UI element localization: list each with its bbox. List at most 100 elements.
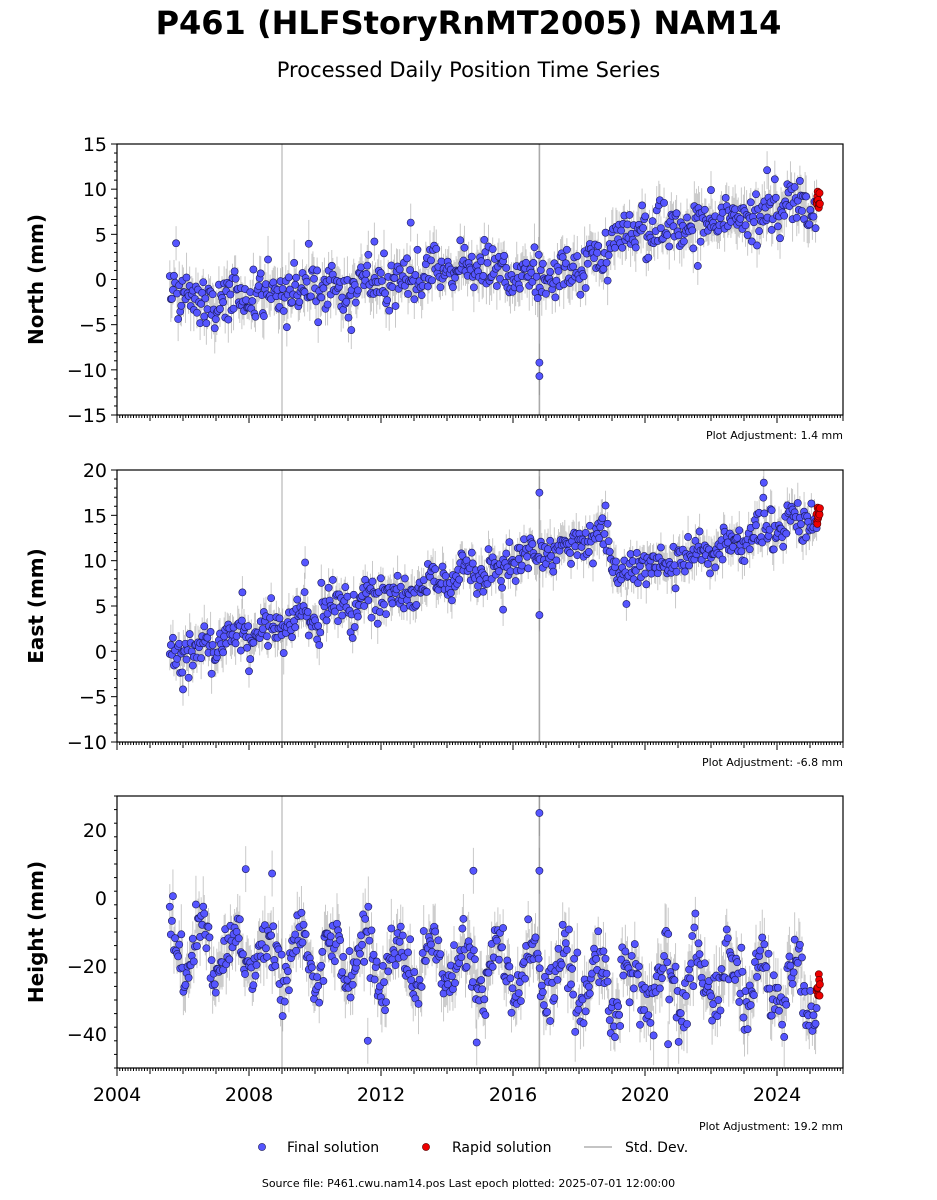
panel-height: −40 −20 0 20 2004 2008 2012 2016 2020 2024 Height … — [24, 795, 844, 1133]
final-point — [562, 245, 571, 254]
final-point — [450, 941, 458, 950]
final-point — [417, 291, 426, 300]
final-point — [360, 602, 369, 610]
final-point — [689, 244, 698, 253]
final-point — [750, 218, 758, 227]
final-point — [581, 1007, 590, 1016]
final-point — [208, 290, 217, 299]
final-point — [498, 943, 506, 952]
final-point — [707, 992, 715, 1001]
final-point — [177, 930, 186, 939]
final-point — [333, 919, 341, 928]
final-point — [275, 614, 284, 623]
final-point — [752, 521, 760, 530]
final-point — [479, 272, 488, 280]
final-point — [277, 950, 286, 959]
final-point — [173, 654, 182, 663]
final-point — [382, 998, 390, 1006]
final-point — [566, 549, 574, 557]
final-point — [529, 259, 538, 267]
final-point — [280, 997, 289, 1006]
east-y-tick-label: 20 — [83, 460, 107, 482]
north-plot-area — [165, 144, 824, 415]
final-point — [172, 239, 180, 248]
final-point — [318, 947, 327, 956]
final-point — [412, 600, 421, 609]
final-point — [345, 947, 354, 955]
final-point — [324, 583, 333, 592]
final-point — [364, 596, 373, 605]
final-point — [579, 1019, 588, 1028]
final-point — [683, 1020, 691, 1028]
final-point — [583, 259, 592, 268]
final-point — [448, 596, 456, 605]
final-point — [594, 927, 603, 936]
final-point — [423, 282, 432, 291]
final-point — [189, 957, 198, 966]
final-point — [249, 265, 258, 274]
final-point — [690, 923, 699, 932]
final-point — [792, 213, 801, 222]
final-point — [790, 183, 799, 191]
final-point — [532, 272, 541, 281]
final-point — [747, 237, 756, 246]
final-point — [502, 264, 511, 272]
final-point — [376, 269, 385, 277]
east-plot-adjustment: Plot Adjustment: -6.8 mm — [702, 756, 843, 769]
final-point — [812, 1004, 821, 1012]
final-point — [231, 639, 240, 648]
final-point — [554, 944, 563, 953]
final-point — [170, 271, 178, 280]
final-point — [370, 237, 379, 246]
final-point — [567, 980, 575, 989]
final-point — [672, 567, 681, 576]
north-y-axis-label: North (mm) — [24, 214, 48, 345]
final-point — [746, 1001, 755, 1009]
final-point — [298, 938, 307, 947]
final-point — [418, 949, 427, 957]
final-point — [723, 934, 732, 943]
east-plot-area — [165, 470, 824, 742]
final-point — [733, 958, 742, 967]
final-point — [348, 980, 357, 989]
final-point — [658, 974, 666, 983]
final-point — [778, 1020, 787, 1029]
final-point — [797, 520, 805, 529]
final-point — [455, 575, 464, 584]
final-point — [314, 621, 323, 630]
height-plot-area — [165, 796, 824, 1068]
final-point — [363, 1036, 372, 1045]
final-point — [601, 501, 610, 510]
final-point — [201, 294, 210, 303]
final-point — [595, 534, 604, 542]
final-point — [285, 273, 293, 282]
height-y-tick-label: −20 — [67, 956, 107, 978]
final-point — [288, 298, 296, 307]
source-footer: Source file: P461.cwu.nam14.pos Last epo… — [261, 1177, 676, 1190]
final-point — [193, 942, 201, 950]
final-point — [342, 297, 351, 306]
final-point — [499, 605, 507, 614]
final-point — [472, 1038, 481, 1047]
final-point — [488, 245, 497, 254]
final-point — [208, 640, 217, 649]
final-point — [599, 265, 608, 273]
final-point — [535, 611, 544, 619]
final-point — [716, 1006, 725, 1015]
final-point — [622, 600, 631, 608]
final-point — [326, 932, 335, 941]
final-point — [722, 925, 731, 934]
final-point — [642, 580, 651, 589]
rapid-point — [816, 504, 824, 513]
rapid-point — [816, 980, 824, 989]
final-point — [383, 296, 392, 305]
final-point — [263, 952, 271, 961]
final-point — [683, 213, 691, 222]
final-point — [594, 241, 603, 250]
final-point — [598, 514, 607, 523]
final-point — [670, 976, 679, 985]
final-point — [790, 935, 799, 944]
final-point — [735, 526, 744, 535]
final-point — [479, 587, 488, 596]
final-point — [539, 1001, 548, 1010]
